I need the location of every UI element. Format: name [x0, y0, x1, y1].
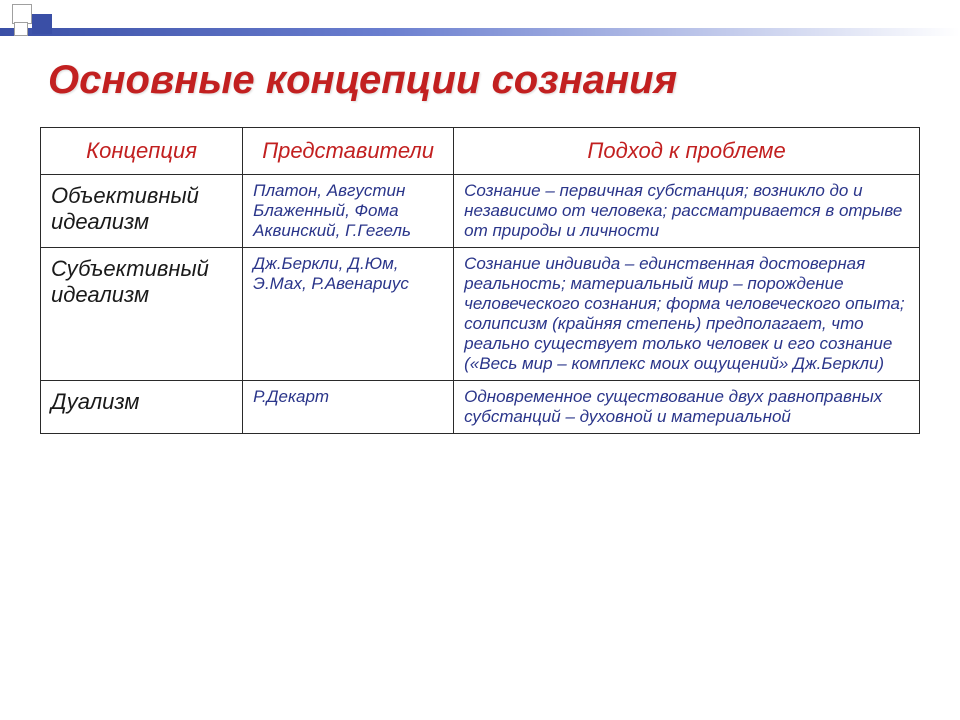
cell-approach: Сознание – первичная субстанция; возникл…	[454, 175, 920, 248]
cell-reps: Р.Декарт	[243, 381, 454, 434]
table-row: Дуализм Р.Декарт Одновременное существов…	[41, 381, 920, 434]
cell-concept: Дуализм	[41, 381, 243, 434]
table-row: Субъективный идеализм Дж.Беркли, Д.Юм, Э…	[41, 248, 920, 381]
col-header-reps: Представители	[243, 128, 454, 175]
page-title: Основные концепции сознания	[48, 58, 920, 103]
deco-square	[32, 14, 52, 34]
table-row: Объективный идеализм Платон, Августин Бл…	[41, 175, 920, 248]
cell-approach: Одновременное существование двух равнопр…	[454, 381, 920, 434]
cell-approach: Сознание индивида – единственная достове…	[454, 248, 920, 381]
deco-square	[14, 22, 28, 36]
cell-reps: Дж.Беркли, Д.Юм, Э.Мах, Р.Авенариус	[243, 248, 454, 381]
col-header-approach: Подход к проблеме	[454, 128, 920, 175]
cell-reps: Платон, Августин Блаженный, Фома Аквинск…	[243, 175, 454, 248]
deco-square	[12, 4, 32, 24]
cell-concept: Субъективный идеализм	[41, 248, 243, 381]
cell-concept: Объективный идеализм	[41, 175, 243, 248]
slide-content: Основные концепции сознания Концепция Пр…	[40, 40, 920, 434]
table-header-row: Концепция Представители Подход к проблем…	[41, 128, 920, 175]
col-header-concept: Концепция	[41, 128, 243, 175]
concepts-table: Концепция Представители Подход к проблем…	[40, 127, 920, 434]
accent-bar	[0, 28, 960, 36]
